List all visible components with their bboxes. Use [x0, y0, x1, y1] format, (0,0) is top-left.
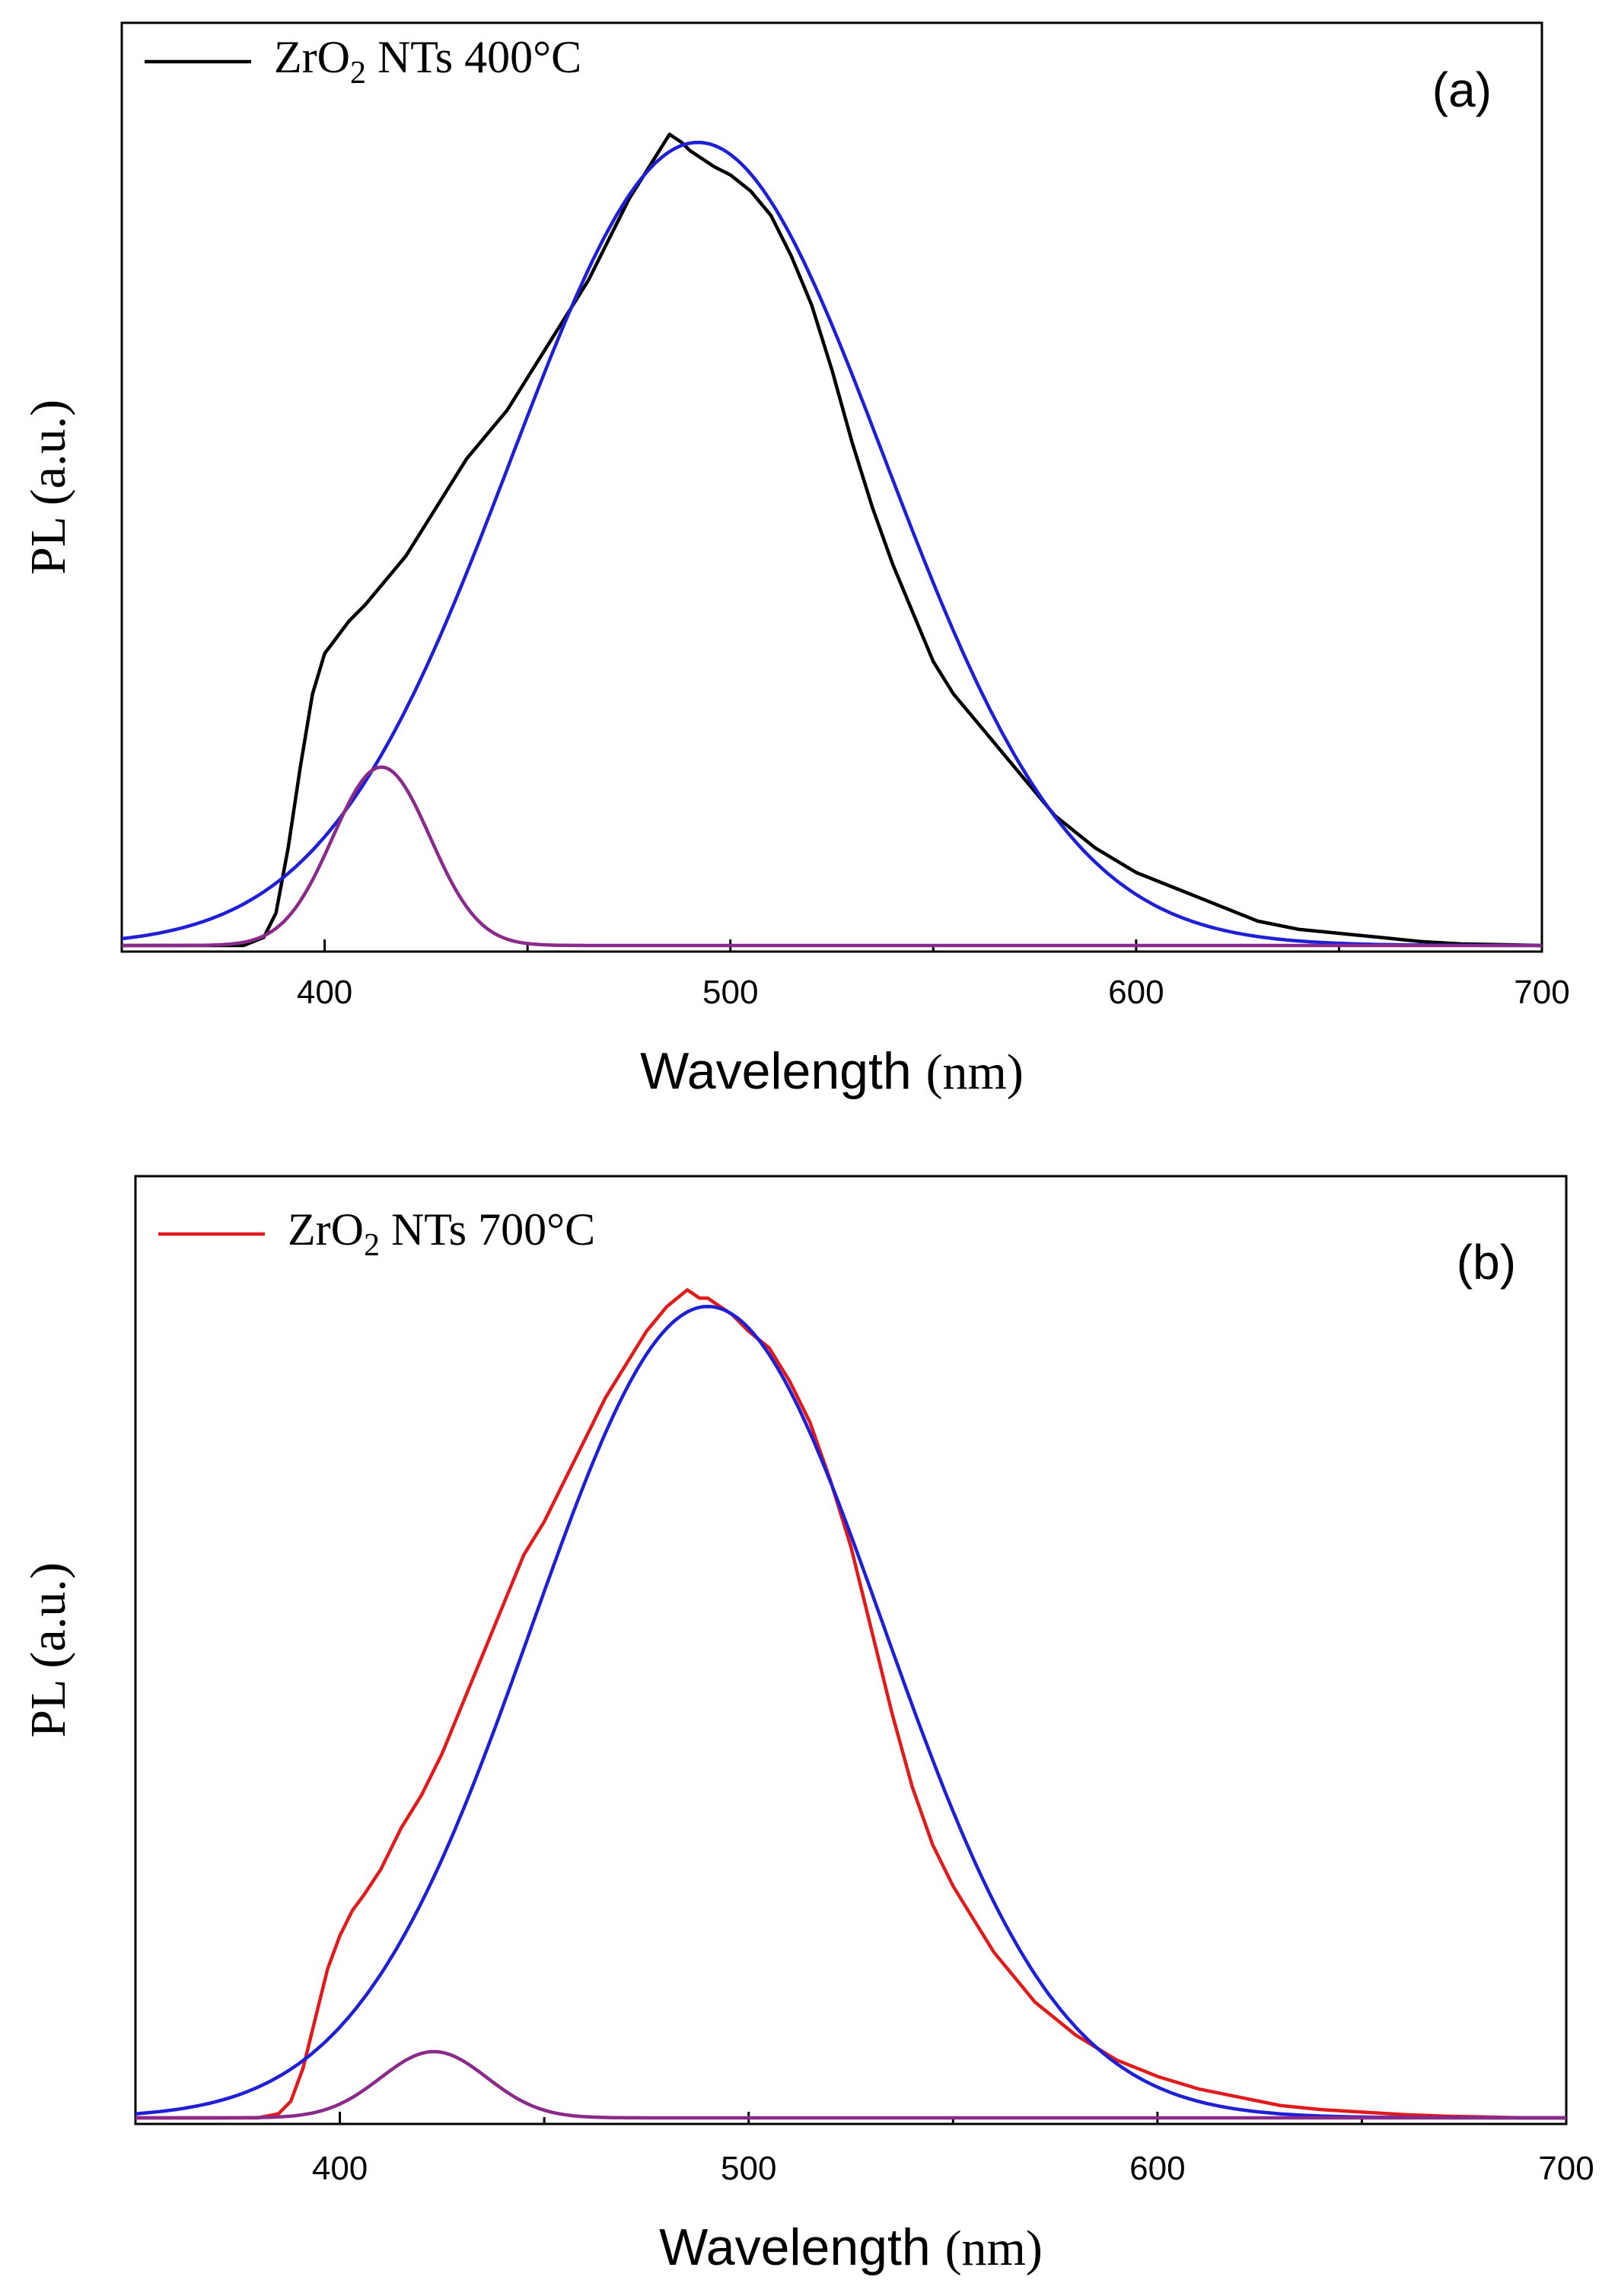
chart-panel-a: 400 500 600 700 Wavelength (nm) PL (a.u.) ZrO2…: [21, 21, 1570, 1100]
x-tick-label: 500: [702, 974, 758, 1011]
y-axis-label: PL (a.u.): [21, 400, 76, 575]
y-axis-label: PL (a.u.): [21, 1562, 76, 1737]
x-axis-label: Wavelength (nm): [640, 1042, 1024, 1100]
plot-frame: [120, 21, 1543, 953]
legend-label: ZrO2 NTs 400°C: [274, 32, 581, 91]
x-tick-label: 700: [1514, 974, 1569, 1011]
measured-spectrum-line: [122, 132, 1542, 948]
panel-label: (a): [1432, 62, 1492, 117]
plot-area: [135, 1288, 1566, 2120]
chart-panel-b: 400 500 600 700 Wavelength (nm) PL (a.u.) ZrO2…: [21, 1175, 1594, 2276]
x-axis-label: Wavelength (nm): [659, 2218, 1043, 2276]
fit-peak-line-2: [122, 765, 1542, 948]
plot-area: [122, 132, 1542, 948]
x-tick-label: 600: [1108, 974, 1164, 1011]
panel-label: (b): [1457, 1235, 1516, 1290]
fit-peak-line-1: [122, 140, 1542, 948]
fit-peak-line-2: [135, 2049, 1566, 2120]
x-tick-label: 700: [1538, 2150, 1594, 2187]
x-tick-label: 400: [297, 974, 352, 1011]
x-tick-label: 500: [721, 2150, 776, 2187]
x-tick-label: 400: [312, 2150, 368, 2187]
x-tick-label: 600: [1129, 2150, 1185, 2187]
plot-frame: [134, 1175, 1568, 2125]
legend-label: ZrO2 NTs 700°C: [288, 1204, 595, 1263]
